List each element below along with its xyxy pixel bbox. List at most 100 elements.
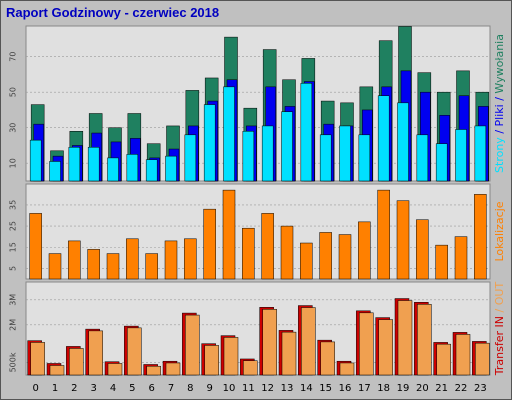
chart-title: Raport Godzinowy - czerwiec 2018 bbox=[6, 5, 219, 20]
x-tick-hour: 18 bbox=[377, 383, 390, 394]
visits-y-tick: 5 bbox=[9, 266, 18, 271]
transfer-side-label-part: / bbox=[493, 305, 506, 316]
transfer-out-bar bbox=[30, 342, 45, 376]
visits-bar bbox=[261, 213, 274, 280]
hits-files-pages-side-label-part: Pliki bbox=[493, 104, 506, 126]
transfer-out-bar bbox=[88, 330, 103, 376]
visits-bar bbox=[377, 189, 390, 280]
hits-files-pages-panel bbox=[25, 25, 491, 182]
x-tick-hour: 12 bbox=[261, 383, 274, 394]
transfer-y-tick: 500k bbox=[9, 352, 18, 372]
hits-files-pages-y-tick: 30 bbox=[9, 123, 18, 133]
visits-side-label: Lokalizacje bbox=[493, 201, 506, 261]
visits-bar bbox=[474, 194, 487, 280]
pages-bar bbox=[281, 111, 293, 182]
pages-bar bbox=[242, 131, 255, 182]
pages-bar bbox=[397, 102, 409, 182]
transfer-out-bar bbox=[378, 319, 393, 376]
visits-panel bbox=[25, 183, 491, 280]
x-tick-hour: 1 bbox=[52, 383, 58, 394]
pages-bar bbox=[223, 86, 235, 182]
x-tick-hour: 15 bbox=[319, 383, 332, 394]
x-tick-hour: 7 bbox=[168, 383, 174, 394]
transfer-out-bar bbox=[49, 365, 65, 376]
transfer-out-bar bbox=[281, 331, 297, 376]
x-tick-hour: 20 bbox=[416, 383, 429, 394]
x-tick-hour: 4 bbox=[110, 383, 116, 394]
visits-bar bbox=[454, 236, 468, 280]
visits-bar bbox=[319, 232, 332, 280]
transfer-out-bar bbox=[185, 314, 200, 376]
visits-y-tick: 35 bbox=[9, 200, 18, 210]
transfer-out-bar bbox=[127, 327, 142, 376]
x-tick-hour: 17 bbox=[358, 383, 371, 394]
x-tick-hour: 6 bbox=[148, 383, 154, 394]
hits-files-pages-side-label-part: / bbox=[493, 94, 506, 105]
visits-bar bbox=[164, 240, 178, 280]
hits-files-pages-y-tick: 50 bbox=[9, 87, 18, 97]
visits-y-tick: 25 bbox=[9, 221, 18, 231]
pages-bar bbox=[184, 134, 197, 182]
pages-bar bbox=[435, 143, 448, 182]
transfer-out-bar bbox=[436, 343, 451, 376]
pages-bar bbox=[416, 134, 429, 182]
transfer-side-label: Transfer IN / OUT bbox=[493, 282, 506, 377]
transfer-side-label-part: OUT bbox=[493, 282, 506, 306]
x-tick-hour: 13 bbox=[281, 383, 294, 394]
hits-files-pages-y-tick: 70 bbox=[9, 52, 18, 62]
transfer-out-bar bbox=[455, 334, 471, 376]
visits-bar bbox=[203, 208, 216, 280]
x-tick-hour: 10 bbox=[223, 383, 236, 394]
x-tick-hour: 0 bbox=[32, 383, 38, 394]
pages-bar bbox=[87, 146, 100, 182]
transfer-out-bar bbox=[417, 304, 432, 376]
transfer-out-bar bbox=[146, 365, 161, 376]
visits-bar bbox=[68, 240, 81, 280]
visits-bar bbox=[222, 189, 236, 280]
transfer-out-bar bbox=[301, 307, 316, 376]
transfer-out-bar bbox=[165, 362, 181, 376]
x-tick-hour: 19 bbox=[397, 383, 410, 394]
pages-bar bbox=[29, 139, 42, 182]
pages-bar bbox=[339, 125, 351, 182]
pages-bar bbox=[126, 154, 139, 182]
transfer-y-tick: 2M bbox=[9, 319, 18, 331]
pages-bar bbox=[165, 155, 177, 182]
transfer-out-bar bbox=[223, 337, 239, 376]
visits-side-label-part: Lokalizacje bbox=[493, 201, 506, 261]
pages-bar bbox=[474, 125, 487, 182]
visits-y-tick: 15 bbox=[9, 242, 18, 252]
visits-bar bbox=[242, 227, 255, 280]
x-tick-hour: 14 bbox=[300, 383, 313, 394]
transfer-out-bar bbox=[475, 342, 490, 376]
pages-bar bbox=[300, 83, 313, 182]
visits-bar bbox=[300, 242, 313, 280]
hits-files-pages-y-tick: 10 bbox=[9, 158, 18, 168]
hits-files-pages-side-label-part: / bbox=[493, 126, 506, 137]
visits-bar bbox=[280, 225, 294, 280]
transfer-out-bar bbox=[243, 360, 258, 376]
visits-bar bbox=[29, 213, 42, 280]
visits-bar bbox=[126, 238, 139, 280]
x-tick-hour: 11 bbox=[242, 383, 255, 394]
x-tick-hour: 16 bbox=[339, 383, 352, 394]
visits-bar bbox=[416, 219, 429, 280]
pages-bar bbox=[107, 157, 119, 182]
visits-bar bbox=[358, 221, 371, 280]
pages-bar bbox=[145, 159, 158, 182]
pages-bar bbox=[455, 129, 467, 182]
pages-bar bbox=[203, 104, 216, 182]
x-tick-hour: 2 bbox=[71, 383, 77, 394]
transfer-out-bar bbox=[397, 300, 413, 376]
x-tick-hour: 21 bbox=[435, 383, 448, 394]
transfer-side-label-part: IN bbox=[493, 316, 506, 327]
visits-bar bbox=[145, 253, 158, 280]
transfer-y-tick: 3M bbox=[9, 294, 18, 306]
pages-bar bbox=[68, 146, 81, 182]
hits-files-pages-side-label: Strony / Pliki / Wywołania bbox=[493, 34, 506, 173]
visits-bar bbox=[435, 244, 448, 280]
pages-bar bbox=[49, 161, 61, 182]
pages-bar bbox=[261, 125, 274, 182]
transfer-out-bar bbox=[69, 348, 84, 376]
transfer-out-bar bbox=[262, 309, 277, 376]
